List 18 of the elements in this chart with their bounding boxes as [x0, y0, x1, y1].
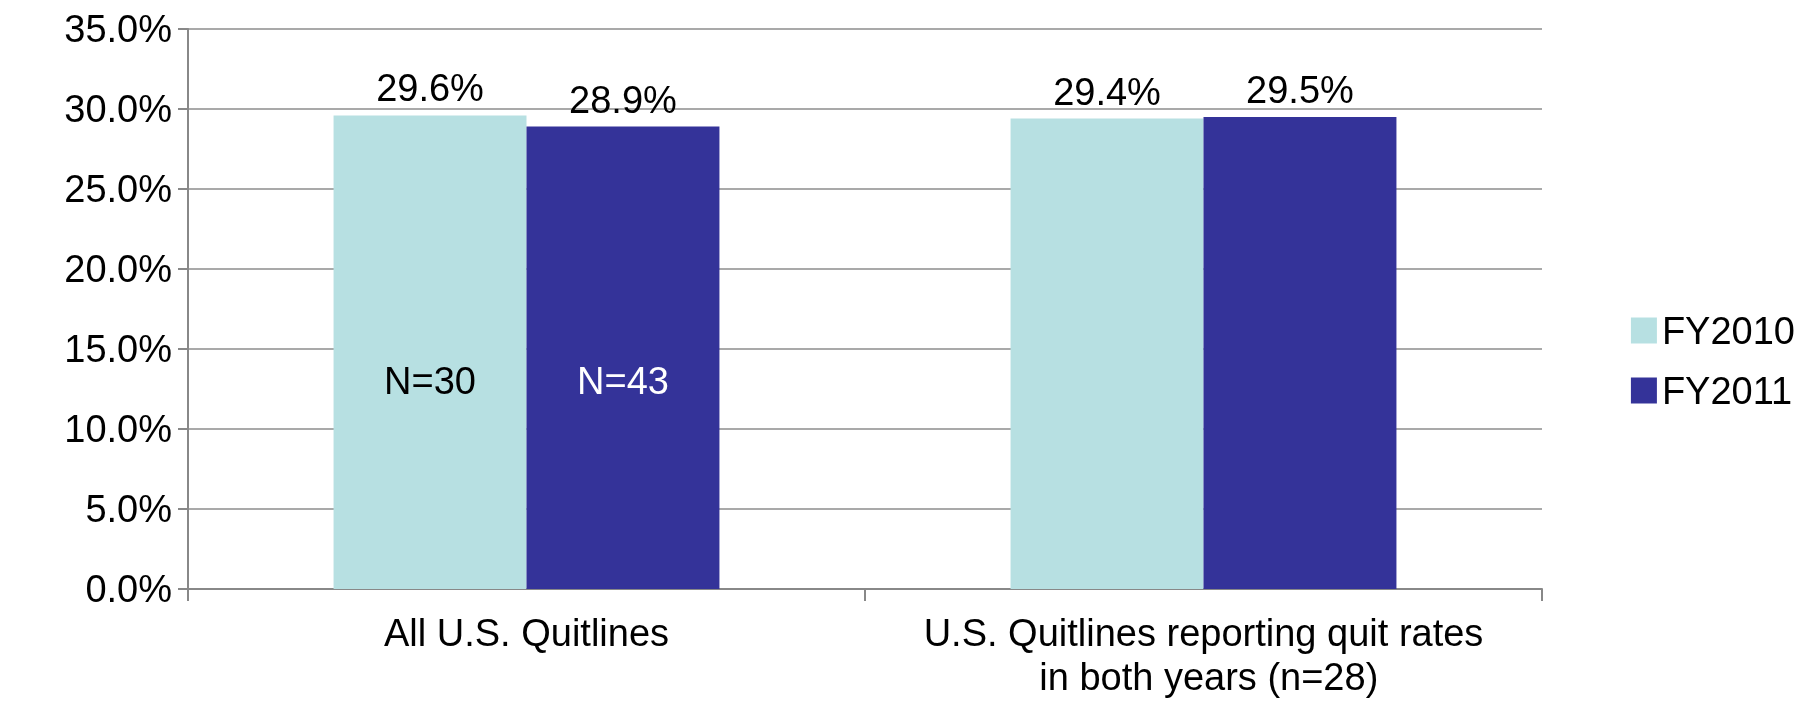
y-tick-label: 0.0% [85, 568, 172, 610]
legend-label: FY2010 [1661, 309, 1795, 352]
y-tick-label: 20.0% [64, 248, 172, 290]
y-tick-label: 30.0% [64, 88, 172, 130]
data-label: 29.4% [1053, 70, 1161, 113]
annotation: N=30 [384, 360, 476, 402]
y-tick-label: 5.0% [85, 488, 172, 530]
y-tick-label: 35.0% [64, 8, 172, 50]
annotation: N=43 [577, 360, 669, 402]
data-label: 28.9% [569, 78, 677, 121]
data-label: 29.5% [1246, 69, 1354, 111]
data-label: 29.6% [376, 67, 484, 110]
x-tick-label: U.S. Quitlines reporting quit rates in both years (n=28) [923, 612, 1484, 698]
y-tick-label: 10.0% [64, 408, 172, 450]
legend-label: FY2011 [1661, 369, 1793, 412]
y-tick-label: 25.0% [64, 168, 172, 210]
x-tick-label: All U.S. Quitlines [383, 612, 670, 654]
y-tick-label: 15.0% [64, 328, 172, 370]
